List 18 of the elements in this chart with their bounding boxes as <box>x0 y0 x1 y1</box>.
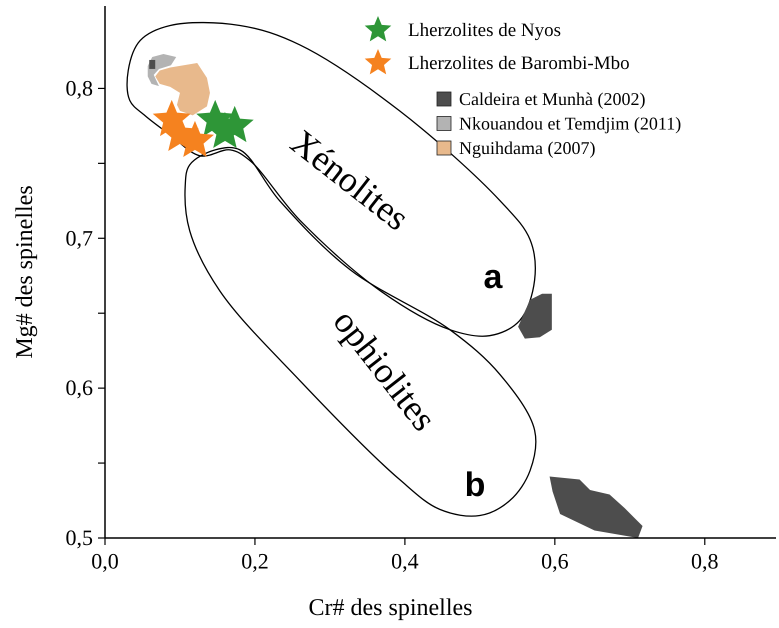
legend-label: Nkouandou et Temdjim (2011) <box>459 114 682 134</box>
annotation: a <box>484 258 504 296</box>
x-tick-label: 0,2 <box>241 548 269 574</box>
legend-label: Caldeira et Munhà (2002) <box>459 89 646 109</box>
y-tick-label: 0,5 <box>66 525 93 550</box>
annotation: b <box>464 466 486 504</box>
x-tick-label: 0,0 <box>91 548 119 574</box>
x-tick-label: 0,8 <box>691 548 719 574</box>
legend-label: Nguihdama (2007) <box>459 138 596 158</box>
y-tick-label: 0,8 <box>66 75 93 100</box>
x-tick-label: 0,6 <box>541 548 569 574</box>
legend-label: Lherzolites de Barombi-Mbo <box>408 53 630 74</box>
y-axis-title: Mg# des spinelles <box>12 185 38 359</box>
x-tick-label: 0,4 <box>391 548 419 574</box>
y-tick-label: 0,7 <box>66 225 93 250</box>
y-tick-label: 0,6 <box>66 375 93 400</box>
legend-label: Lherzolites de Nyos <box>408 20 562 41</box>
x-axis-title: Cr# des spinelles <box>308 595 472 621</box>
